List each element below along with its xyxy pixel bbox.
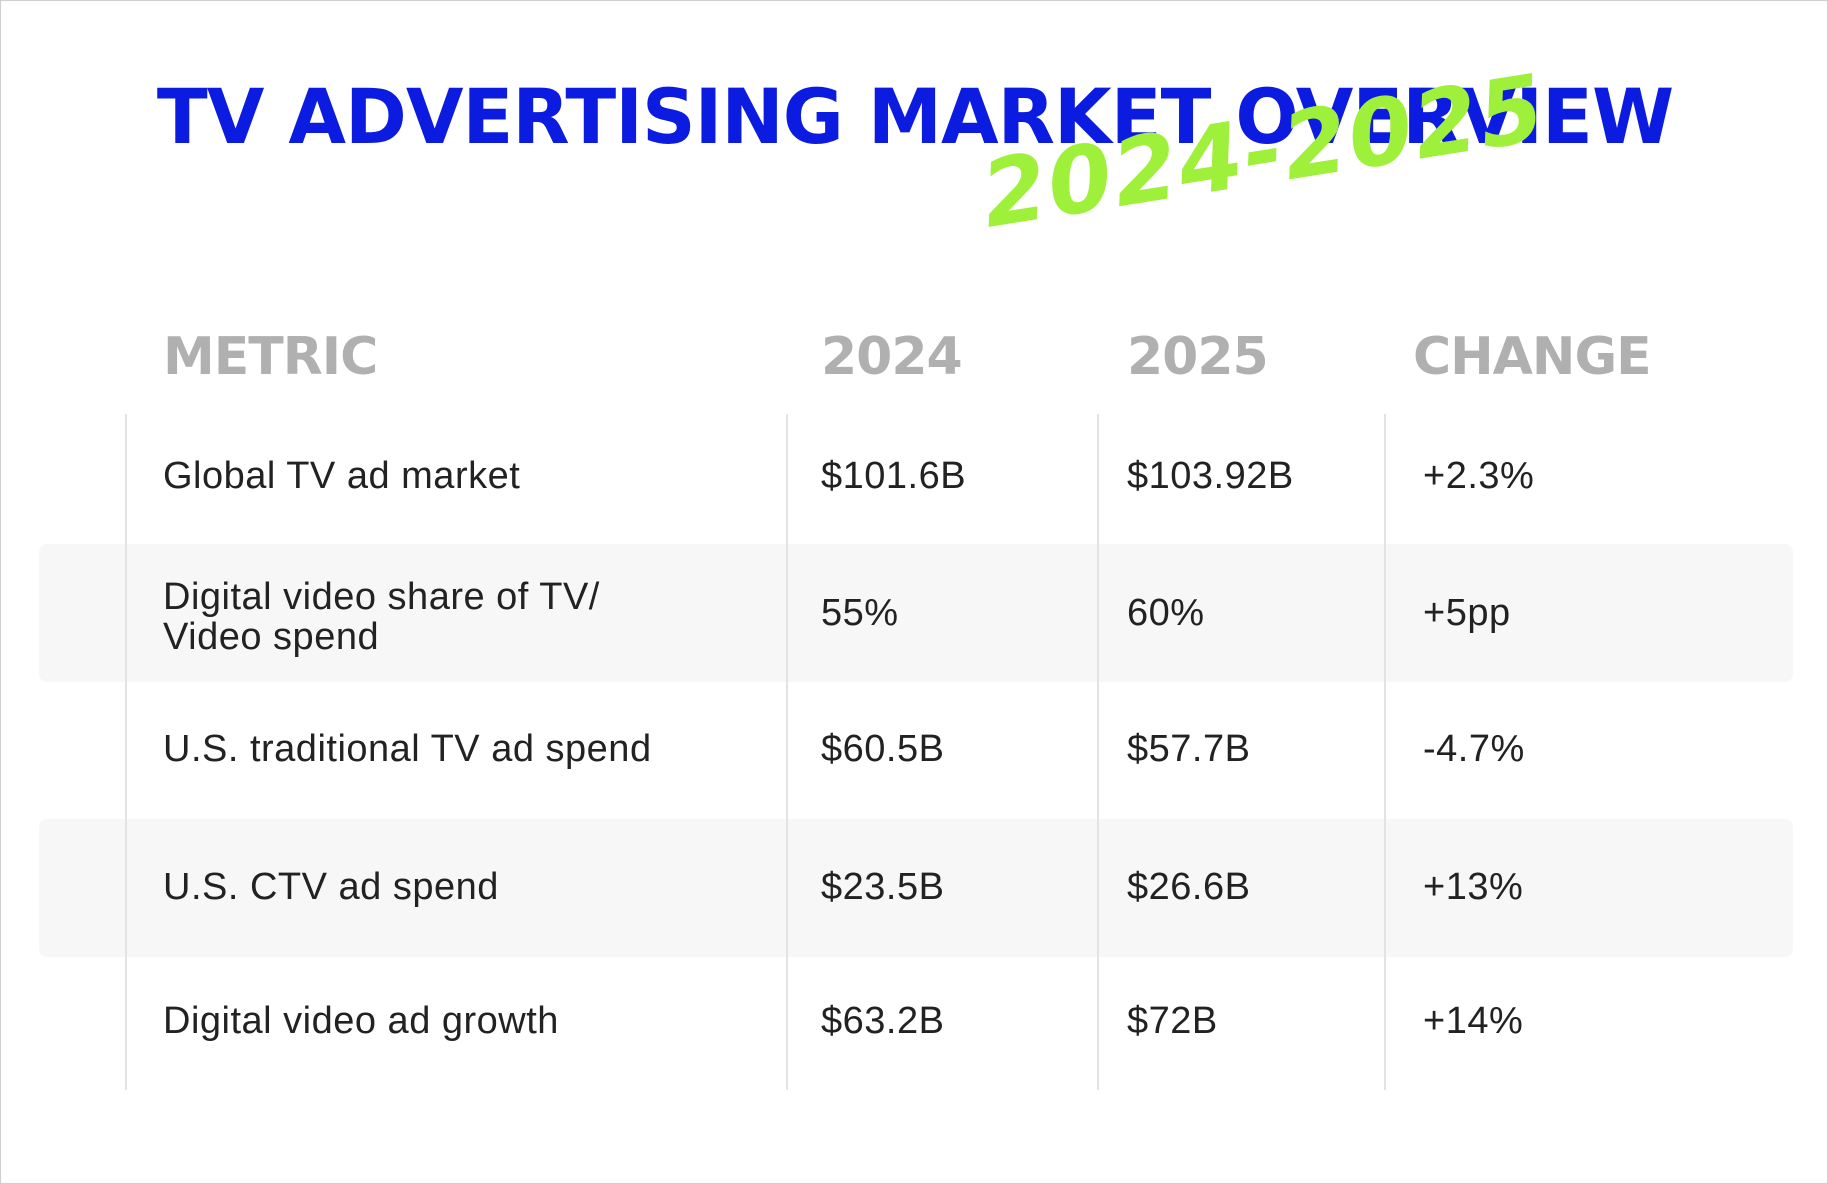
value-2024-cell: $101.6B: [821, 455, 967, 497]
change-cell: +13%: [1423, 866, 1524, 908]
metric-cell: U.S. CTV ad spend: [163, 866, 499, 908]
value-2025-cell: $103.92B: [1127, 455, 1294, 497]
value-2024-cell: 55%: [821, 592, 899, 634]
change-cell: +5pp: [1423, 592, 1511, 634]
metric-cell: Digital video share of TV/ Video spend: [163, 576, 600, 658]
value-2024-cell: $60.5B: [821, 728, 945, 770]
column-divider: [1097, 414, 1099, 1090]
header-change: CHANGE: [1413, 327, 1652, 387]
value-2024-cell: $63.2B: [821, 1000, 945, 1042]
value-2025-cell: $72B: [1127, 1000, 1218, 1042]
column-divider: [125, 414, 127, 1090]
header-2025: 2025: [1127, 327, 1269, 387]
column-divider: [1384, 414, 1386, 1090]
row-stripe: [39, 819, 1793, 957]
value-2025-cell: $26.6B: [1127, 866, 1251, 908]
column-divider: [786, 414, 788, 1090]
page-title: TV ADVERTISING MARKET OVERVIEW: [156, 72, 1674, 161]
value-2025-cell: 60%: [1127, 592, 1205, 634]
value-2024-cell: $23.5B: [821, 866, 945, 908]
change-cell: -4.7%: [1423, 728, 1525, 770]
header-2024: 2024: [821, 327, 963, 387]
value-2025-cell: $57.7B: [1127, 728, 1251, 770]
metric-cell: U.S. traditional TV ad spend: [163, 728, 652, 770]
header-metric: METRIC: [163, 327, 378, 387]
change-cell: +2.3%: [1423, 455, 1535, 497]
change-cell: +14%: [1423, 1000, 1524, 1042]
row-stripe: [39, 544, 1793, 682]
metric-cell: Global TV ad market: [163, 455, 521, 497]
metric-cell: Digital video ad growth: [163, 1000, 559, 1042]
